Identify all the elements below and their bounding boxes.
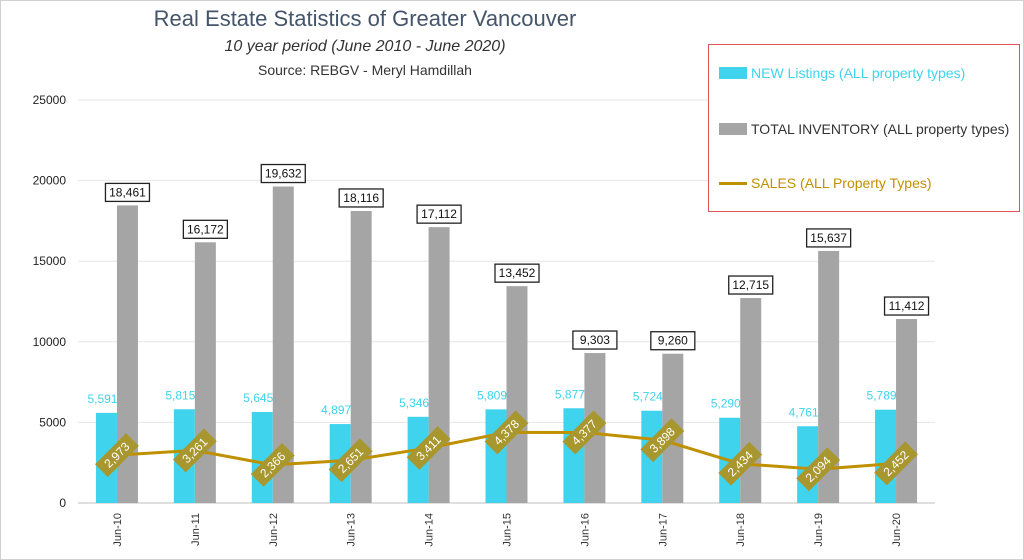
data-label-new-listings: 5,815: [165, 388, 195, 402]
data-label-box-total-inventory: [572, 330, 618, 350]
y-tick-label: 10000: [33, 335, 67, 349]
data-label-box-sales: [250, 442, 295, 487]
x-tick-label: Jun-16: [579, 513, 591, 547]
bar-total-inventory: [272, 186, 294, 503]
x-tick-label: Jun-18: [735, 513, 747, 547]
y-tick-label: 5000: [39, 415, 66, 429]
x-tick-label: Jun-17: [657, 513, 669, 547]
data-label-new-listings: 5,724: [633, 390, 663, 404]
legend-swatch-sales: [719, 181, 747, 185]
data-label-box-sales: [640, 418, 685, 463]
data-label-box-total-inventory: [883, 296, 930, 316]
data-label-box-sales: [328, 438, 373, 483]
bar-total-inventory: [818, 250, 840, 503]
y-tick-label: 25000: [33, 93, 67, 107]
data-label-box-total-inventory: [338, 188, 384, 208]
data-label-new-listings: 4,897: [321, 403, 351, 417]
data-label-box-total-inventory: [182, 219, 229, 239]
bar-total-inventory: [116, 205, 138, 503]
data-label-box-sales: [484, 410, 529, 455]
x-tick-label: Jun-14: [424, 513, 436, 547]
data-label-box-sales: [95, 433, 139, 477]
data-label-total-inventory: 9,303: [580, 333, 610, 347]
x-tick-label: Jun-19: [813, 513, 825, 547]
data-label-box-total-inventory: [728, 275, 774, 295]
data-label-new-listings: 5,809: [477, 388, 507, 402]
data-label-box-sales: [562, 410, 607, 455]
data-label-total-inventory: 19,632: [265, 167, 302, 181]
legend-label-total-inventory: TOTAL INVENTORY (ALL property types): [751, 121, 1010, 137]
data-label-new-listings: 5,789: [867, 389, 897, 403]
x-tick-label: Jun-11: [190, 513, 202, 546]
data-label-new-listings: 5,290: [711, 397, 741, 411]
legend-swatch-total-inventory: [719, 123, 747, 135]
data-label-total-inventory: 9,260: [658, 334, 688, 348]
data-label-total-inventory: 16,172: [187, 222, 224, 236]
legend-label-new-listings: NEW Listings (ALL property types): [751, 65, 966, 81]
data-label-box-total-inventory: [494, 263, 540, 283]
data-label-box-sales: [718, 441, 763, 486]
data-label-new-listings: 5,877: [555, 387, 585, 401]
data-label-total-inventory: 12,715: [732, 278, 769, 292]
data-label-total-inventory: 18,461: [109, 185, 146, 199]
data-label-group-sales: 2,452: [874, 441, 918, 486]
y-tick-label: 0: [59, 496, 66, 510]
bar-new-listings: [563, 408, 585, 503]
data-label-box-total-inventory: [260, 163, 306, 184]
legend-item-total-inventory: TOTAL INVENTORY (ALL property types): [719, 121, 1009, 137]
y-tick-label: 15000: [33, 254, 67, 268]
chart-subtitle: 10 year period (June 2010 - June 2020): [224, 38, 506, 55]
data-label-total-inventory: 18,116: [343, 191, 379, 205]
data-label-new-listings: 5,645: [243, 391, 273, 405]
data-label-box-sales: [796, 447, 841, 492]
x-tick-label: Jun-20: [891, 513, 903, 547]
data-label-box-sales: [406, 426, 451, 470]
data-label-box-total-inventory: [650, 331, 696, 351]
bar-total-inventory: [896, 319, 918, 503]
data-label-box-total-inventory: [104, 182, 151, 203]
bar-total-inventory: [428, 227, 450, 504]
data-label-box-sales: [172, 428, 217, 473]
x-tick-label: Jun-12: [268, 513, 280, 547]
data-label-total-inventory: 13,452: [499, 266, 536, 280]
y-tick-label: 20000: [33, 174, 67, 188]
bar-total-inventory: [194, 242, 216, 503]
data-label-new-listings: 5,346: [399, 396, 429, 410]
data-label-box-total-inventory: [805, 228, 852, 248]
data-label-total-inventory: 15,637: [810, 231, 847, 245]
data-label-box-total-inventory: [416, 204, 462, 224]
data-label-new-listings: 4,761: [789, 405, 819, 419]
x-tick-label: Jun-10: [112, 513, 124, 547]
data-label-box-sales: [874, 441, 918, 486]
legend-swatch-new-listings: [719, 67, 747, 79]
chart-source: Source: REBGV - Meryl Hamdillah: [258, 62, 472, 78]
legend-item-sales: SALES (ALL Property Types): [719, 175, 932, 191]
x-tick-label: Jun-15: [502, 513, 514, 547]
legend: NEW Listings (ALL property types) TOTAL …: [708, 44, 1020, 212]
bar-total-inventory: [350, 210, 372, 503]
legend-item-new-listings: NEW Listings (ALL property types): [719, 65, 965, 81]
data-label-total-inventory: 17,112: [421, 207, 457, 221]
bar-total-inventory: [506, 286, 528, 503]
data-label-group-sales: 2,973: [95, 433, 139, 477]
data-label-new-listings: 5,591: [87, 392, 117, 406]
legend-label-sales: SALES (ALL Property Types): [751, 175, 932, 191]
data-label-total-inventory: 11,412: [889, 299, 925, 313]
x-tick-label: Jun-13: [346, 513, 358, 547]
chart-title: Real Estate Statistics of Greater Vancou…: [153, 6, 577, 31]
